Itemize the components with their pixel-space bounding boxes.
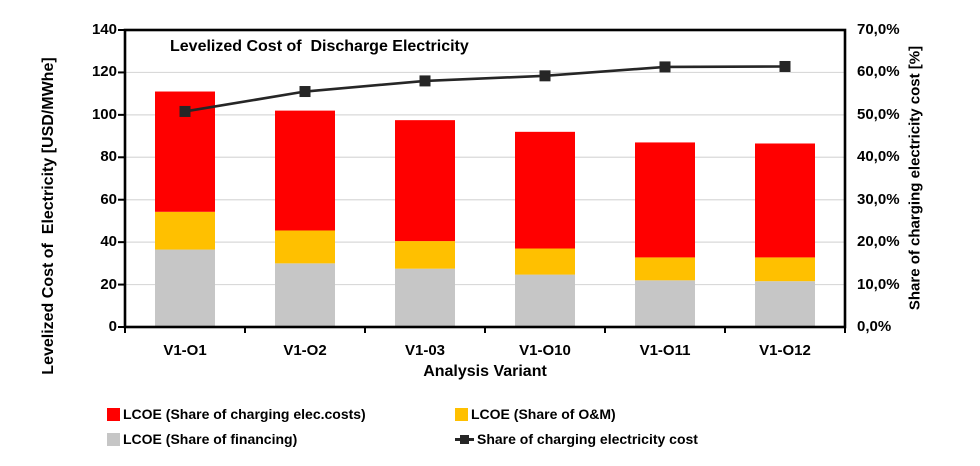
legend-line-marker-icon	[455, 433, 474, 446]
chart-title: Levelized Cost of Discharge Electricity	[170, 38, 469, 55]
share-line-marker	[419, 75, 431, 87]
legend-item: Share of charging electricity cost	[455, 430, 698, 448]
bar-segment-charging	[755, 143, 815, 258]
x-axis-tick-label: V1-O11	[639, 342, 691, 359]
x-axis-tick-label: V1-O1	[163, 342, 207, 359]
left-axis-tick-label: 80	[100, 148, 117, 166]
legend-swatch-icon	[107, 432, 120, 446]
bar-segment-financing	[755, 281, 815, 327]
legend-item: LCOE (Share of O&M)	[455, 405, 616, 423]
bar-segment-charging	[515, 131, 575, 249]
left-axis-tick-label: 120	[91, 63, 117, 81]
bar-segment-charging	[275, 110, 335, 231]
bar-segment-oandm	[395, 241, 455, 269]
right-axis-tick-label: 0,0%	[857, 318, 892, 335]
bar-segment-financing	[635, 280, 695, 327]
right-axis-tick-label: 60,0%	[857, 63, 900, 81]
legend-item: LCOE (Share of charging elec.costs)	[107, 405, 366, 423]
x-axis-title: Analysis Variant	[423, 363, 547, 380]
x-axis-tick-label: V1-O10	[519, 342, 571, 359]
share-line-marker	[299, 86, 311, 98]
right-axis-title: Share of charging electricity cost [%]	[906, 45, 924, 311]
bar-segment-financing	[155, 249, 215, 327]
right-axis-tick-label: 70,0%	[857, 21, 900, 38]
bar-segment-financing	[395, 268, 455, 327]
right-axis-tick-label: 20,0%	[857, 233, 900, 251]
bar-segment-charging	[635, 142, 695, 258]
bar-segment-oandm	[755, 257, 815, 282]
right-axis-tick-label: 30,0%	[857, 190, 900, 208]
x-axis-tick-label: V1-O2	[283, 342, 327, 359]
left-axis-tick-label: 60	[100, 190, 117, 208]
left-axis-tick-label: 20	[100, 275, 117, 293]
left-axis-title: Levelized Cost of Electricity [USD/MWhe]	[40, 57, 57, 375]
right-axis-tick-label: 40,0%	[857, 148, 900, 166]
legend-label: LCOE (Share of charging elec.costs)	[123, 406, 366, 422]
bar-segment-financing	[515, 274, 575, 327]
plot-border	[123, 28, 847, 329]
legend-label: LCOE (Share of O&M)	[471, 406, 616, 422]
right-axis-tick-label: 50,0%	[857, 105, 900, 123]
share-line-marker	[539, 70, 551, 82]
share-line-marker	[779, 60, 791, 72]
share-line-marker	[659, 61, 671, 73]
left-axis-tick-label: 140	[91, 21, 117, 38]
legend-swatch-icon	[455, 407, 468, 421]
left-axis-tick-label: 100	[91, 105, 117, 123]
legend-swatch-icon	[107, 407, 120, 421]
share-line-marker	[179, 105, 191, 117]
x-axis-tick-label: V1-O12	[759, 342, 811, 359]
bar-segment-oandm	[155, 211, 215, 250]
share-line	[184, 65, 786, 113]
bar-segment-financing	[275, 263, 335, 327]
left-axis-tick-label: 0	[108, 318, 117, 335]
bar-segment-oandm	[515, 248, 575, 275]
right-axis-tick-label: 10,0%	[857, 275, 900, 293]
x-axis-tick-label: V1-03	[404, 342, 446, 359]
bar-segment-oandm	[275, 230, 335, 264]
bar-segment-charging	[395, 120, 455, 242]
bar-segment-oandm	[635, 257, 695, 281]
left-axis-tick-label: 40	[100, 233, 117, 251]
legend-label: LCOE (Share of financing)	[123, 431, 298, 447]
legend-item: LCOE (Share of financing)	[107, 430, 297, 448]
legend-label: Share of charging electricity cost	[477, 431, 698, 447]
